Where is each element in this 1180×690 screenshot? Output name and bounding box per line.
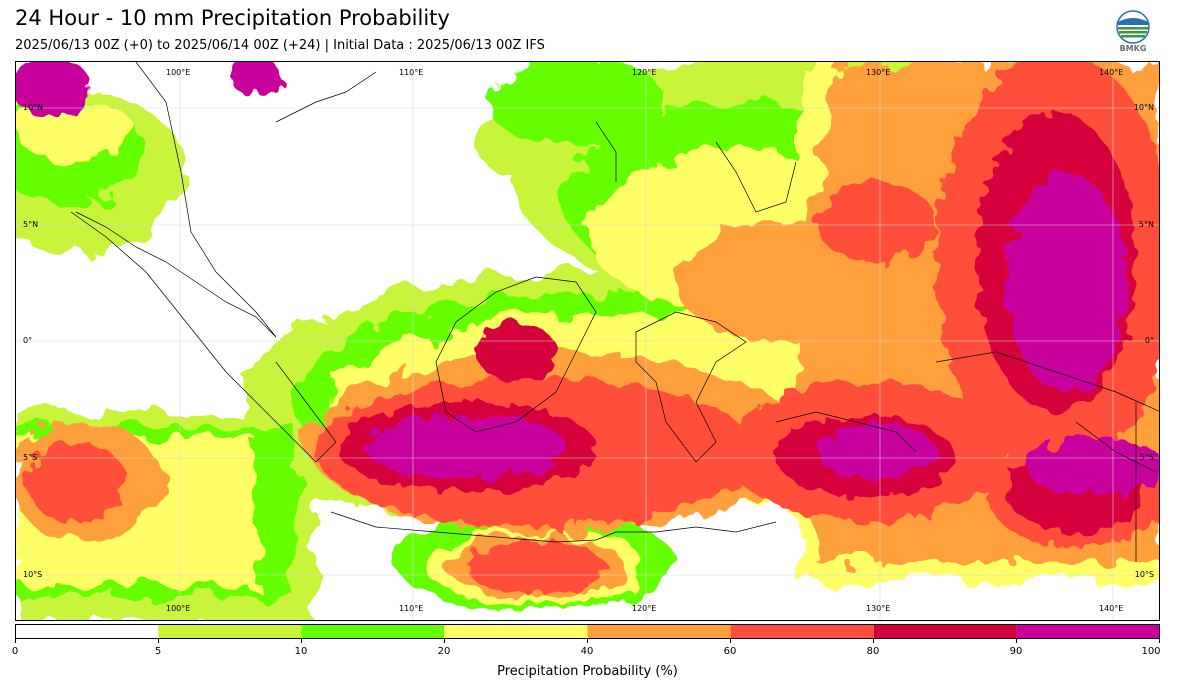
lat-label-right-5: 10°S [1134, 570, 1154, 579]
colorbar-tick-mark [587, 639, 588, 643]
lat-label-right-1: 10°N [1133, 103, 1154, 112]
colorbar-bin-6 [873, 624, 1017, 639]
colorbar-tick-mark [444, 639, 445, 643]
lon-label-top-1: 100°E [166, 68, 191, 77]
lon-label-bottom-3: 120°E [632, 604, 657, 613]
chart-title: 24 Hour - 10 mm Precipitation Probabilit… [15, 6, 450, 30]
lon-label-bottom-4: 130°E [866, 604, 891, 613]
lon-label-top-2: 110°E [399, 68, 424, 77]
colorbar-tick-3: 20 [437, 646, 451, 657]
colorbar-tick-5: 60 [723, 646, 737, 657]
precipitation-map: 100°E 110°E 120°E 130°E 140°E 100°E 110°… [15, 61, 1160, 621]
colorbar [15, 624, 1160, 639]
colorbar-bin-5 [730, 624, 874, 639]
coastlines [70, 62, 1159, 562]
colorbar-tick-mark [158, 639, 159, 643]
colorbar-tick-mark [730, 639, 731, 643]
chart-subtitle: 2025/06/13 00Z (+0) to 2025/06/14 00Z (+… [15, 38, 545, 53]
colorbar-bin-3 [444, 624, 588, 639]
colorbar-label: Precipitation Probability (%) [497, 664, 678, 679]
lon-label-top-3: 120°E [632, 68, 657, 77]
colorbar-tick-4: 40 [580, 646, 594, 657]
lon-label-top-4: 130°E [866, 68, 891, 77]
lat-label-right-3: 0° [1144, 336, 1154, 345]
colorbar-tick-mark [15, 639, 16, 643]
colorbar-tick-mark [1016, 639, 1017, 643]
lat-label-left-2: 5°N [23, 220, 39, 229]
colorbar-bin-7 [1016, 624, 1160, 639]
colorbar-tick-1: 5 [154, 646, 162, 657]
lat-label-left-5: 10°S [23, 570, 43, 579]
colorbar-tick-mark [1159, 639, 1160, 643]
lat-label-left-3: 0° [23, 336, 33, 345]
colorbar-tick-8: 100 [1141, 646, 1161, 657]
graticule [16, 62, 1159, 620]
logo-text: BMKG [1119, 44, 1147, 53]
lon-label-bottom-1: 100°E [166, 604, 191, 613]
lat-label-left-1: 10°N [23, 103, 44, 112]
colorbar-tick-7: 90 [1009, 646, 1023, 657]
colorbar-tick-0: 0 [11, 646, 19, 657]
lon-label-bottom-2: 110°E [399, 604, 424, 613]
colorbar-tick-2: 10 [294, 646, 308, 657]
colorbar-bin-4 [587, 624, 731, 639]
lon-label-bottom-5: 140°E [1099, 604, 1124, 613]
lat-label-right-2: 5°N [1138, 220, 1154, 229]
bmkg-logo-icon [1116, 10, 1150, 44]
colorbar-tick-6: 80 [866, 646, 880, 657]
colorbar-bin-2 [301, 624, 445, 639]
lat-label-right-4: 5°S [1139, 453, 1154, 462]
contour-90-100 [16, 62, 1159, 495]
lon-label-top-5: 140°E [1099, 68, 1124, 77]
colorbar-tick-mark [301, 639, 302, 643]
colorbar-bin-0 [15, 624, 159, 639]
colorbar-tick-mark [873, 639, 874, 643]
lat-label-left-4: 5°S [23, 453, 38, 462]
colorbar-bin-1 [158, 624, 302, 639]
